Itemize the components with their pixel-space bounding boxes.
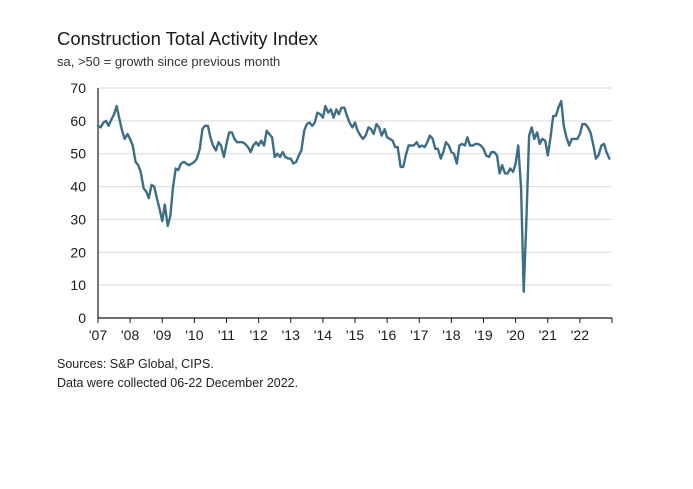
- x-tick-label: '17: [410, 327, 428, 343]
- source-note: Sources: S&P Global, CIPS.: [57, 357, 214, 371]
- chart-subtitle: sa, >50 = growth since previous month: [57, 54, 281, 69]
- y-tick-label: 40: [70, 179, 86, 195]
- x-tick-label: '15: [346, 327, 364, 343]
- x-tick-label: '08: [121, 327, 139, 343]
- x-tick-label: '22: [571, 327, 589, 343]
- y-tick-label: 70: [70, 80, 86, 96]
- x-tick-label: '16: [378, 327, 396, 343]
- x-tick-label: '20: [507, 327, 525, 343]
- y-tick-label: 0: [78, 310, 86, 326]
- x-tick-label: '09: [153, 327, 171, 343]
- x-tick-label: '19: [474, 327, 492, 343]
- x-tick-label: '13: [282, 327, 300, 343]
- x-axis: '07 '08 '09 '10 '11 '12 '13 '14 '15 '16 '17 '18 '19 '…: [89, 317, 613, 343]
- x-tick-label: '14: [314, 327, 332, 343]
- x-tick-label: '18: [442, 327, 460, 343]
- chart-title: Construction Total Activity Index: [57, 28, 318, 49]
- y-tick-label: 60: [70, 113, 86, 129]
- y-axis: 0 10 20 30 40 50 60 70: [70, 80, 99, 326]
- x-tick-label: '07: [89, 327, 107, 343]
- y-tick-label: 30: [70, 211, 86, 227]
- collection-note: Data were collected 06-22 December 2022.: [57, 376, 299, 390]
- x-tick-label: '12: [250, 327, 268, 343]
- x-tick-label: '21: [539, 327, 557, 343]
- gridlines: [98, 87, 612, 286]
- y-tick-label: 10: [70, 277, 86, 293]
- y-tick-label: 20: [70, 244, 86, 260]
- x-tick-label: '11: [218, 327, 235, 343]
- x-tick-label: '10: [185, 327, 203, 343]
- y-tick-label: 50: [70, 146, 86, 162]
- series-line-0: [96, 99, 611, 293]
- series-layer: [96, 99, 611, 293]
